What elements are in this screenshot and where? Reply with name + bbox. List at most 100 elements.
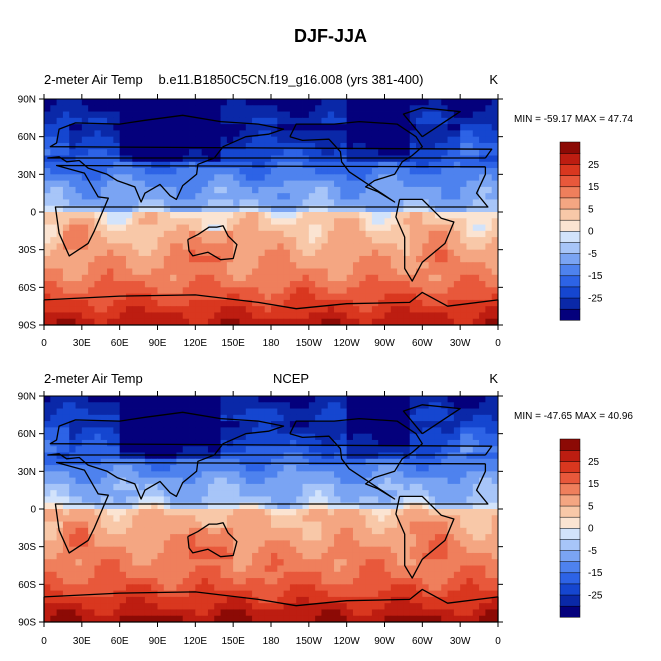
field-cell [315,117,322,125]
field-cell [491,199,499,207]
field-cell [163,136,171,144]
field-cell [56,180,64,188]
field-cell [176,168,184,175]
field-cell [264,490,272,497]
field-cell [371,565,379,573]
field-cell [271,439,278,447]
field-cell [207,527,215,535]
field-cell [409,402,417,409]
field-cell [479,111,486,119]
field-cell [119,218,127,225]
field-cell [321,439,329,447]
field-cell [327,136,335,144]
field-cell [359,465,366,472]
field-cell [453,439,461,447]
field-cell [346,111,354,119]
field-cell [138,224,146,232]
field-cell [479,571,486,579]
field-cell [50,318,58,326]
field-cell [201,396,209,403]
field-cell [334,306,341,313]
field-cell [296,274,303,282]
field-cell [258,212,266,219]
field-cell [125,496,133,504]
field-cell [434,299,442,307]
field-cell [170,427,177,435]
field-cell [359,527,366,535]
field-cell [378,99,385,106]
field-cell [397,396,404,403]
field-cell [409,281,417,288]
field-cell [428,396,436,403]
field-cell [163,287,171,295]
field-cell [176,155,184,163]
field-cell [327,186,335,194]
field-cell [327,99,335,106]
field-cell [176,136,184,144]
field-cell [283,534,291,541]
field-cell [214,99,221,106]
field-cell [428,571,436,579]
field-cell [359,571,366,579]
field-cell [245,287,253,295]
field-cell [207,224,215,232]
field-cell [409,496,417,504]
field-cell [119,559,127,566]
field-cell [346,281,354,288]
field-cell [409,471,417,479]
field-cell [189,130,196,138]
field-cell [182,174,190,182]
field-cell [170,578,177,585]
field-cell [245,546,253,554]
field-cell [321,471,329,479]
field-cell [189,142,196,150]
field-cell [113,306,121,313]
field-cell [144,540,152,548]
field-cell [479,427,486,435]
field-cell [359,458,366,466]
field-cell [359,237,366,244]
field-cell [422,243,430,251]
field-cell [378,255,385,263]
field-cell [371,287,379,295]
field-cell [226,243,234,251]
field-cell [138,136,146,144]
field-cell [308,117,316,125]
field-cell [195,287,203,295]
field-cell [403,161,411,169]
field-cell [258,218,266,225]
field-cell [308,312,316,320]
field-cell [258,396,266,403]
field-cell [176,421,184,428]
field-cell [56,565,64,573]
field-cell [245,312,253,320]
field-cell [100,149,108,156]
field-cell [447,471,455,479]
field-cell [422,262,430,269]
field-cell [283,299,291,307]
field-cell [113,243,121,251]
field-cell [397,402,404,409]
field-cell [296,439,303,447]
field-cell [176,174,184,182]
field-cell [138,452,146,460]
field-cell [352,483,360,491]
field-cell [88,552,95,560]
field-cell [479,590,486,598]
field-cell [416,281,423,288]
field-cell [207,521,215,529]
field-cell [327,306,335,313]
field-cell [485,117,493,125]
field-cell [390,105,398,112]
field-cell [397,168,404,175]
field-cell [289,99,297,106]
field-cell [144,471,152,479]
field-cell [308,287,316,295]
field-cell [252,274,259,282]
field-cell [334,496,341,504]
y-tick-label: 30N [18,170,36,181]
field-cell [226,262,234,269]
field-cell [151,262,158,269]
field-cell [151,99,158,106]
field-cell [62,255,70,263]
